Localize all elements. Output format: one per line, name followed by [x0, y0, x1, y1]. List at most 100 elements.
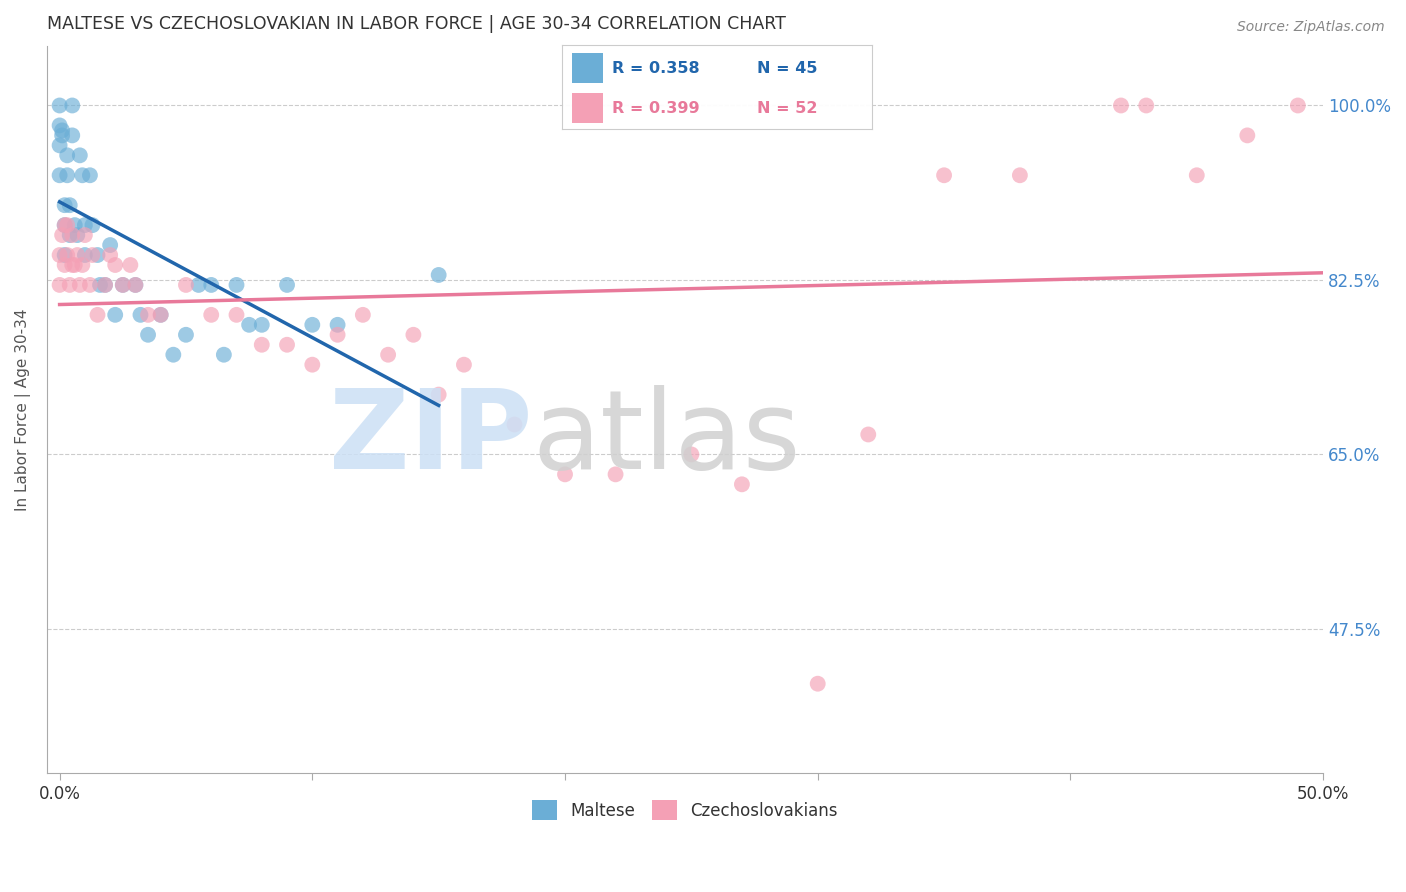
Point: [111, 277, 134, 292]
Point: [89, 277, 111, 292]
Point: [276, 337, 298, 351]
Point: [60, 128, 83, 143]
Point: [238, 318, 260, 332]
Point: [53, 198, 76, 212]
Point: [48, 119, 70, 133]
Point: [79, 277, 101, 292]
Point: [681, 447, 703, 461]
Point: [250, 337, 273, 351]
Point: [104, 258, 127, 272]
Point: [98, 238, 121, 252]
Point: [86, 248, 108, 262]
Text: N = 52: N = 52: [758, 101, 818, 116]
Point: [51, 123, 73, 137]
Text: atlas: atlas: [531, 385, 800, 492]
Point: [377, 348, 399, 362]
Point: [53, 218, 76, 232]
Point: [104, 308, 127, 322]
Point: [72, 258, 94, 272]
Point: [60, 228, 83, 243]
Point: [605, 467, 627, 482]
Point: [276, 277, 298, 292]
Text: MALTESE VS CZECHOSLOVAKIAN IN LABOR FORCE | AGE 30-34 CORRELATION CHART: MALTESE VS CZECHOSLOVAKIAN IN LABOR FORC…: [46, 15, 786, 33]
Point: [53, 258, 76, 272]
Point: [72, 168, 94, 182]
Point: [1135, 98, 1157, 112]
Point: [82, 218, 104, 232]
Point: [66, 228, 89, 243]
Point: [136, 308, 159, 322]
Point: [48, 138, 70, 153]
Point: [53, 248, 76, 262]
Point: [250, 318, 273, 332]
Point: [48, 248, 70, 262]
Point: [731, 477, 754, 491]
Y-axis label: In Labor Force | Age 30-34: In Labor Force | Age 30-34: [15, 309, 31, 511]
Point: [187, 277, 209, 292]
Point: [53, 218, 76, 232]
Point: [60, 258, 83, 272]
Point: [301, 318, 323, 332]
Point: [554, 467, 576, 482]
Point: [200, 308, 222, 322]
Point: [162, 348, 184, 362]
Point: [86, 308, 108, 322]
Point: [352, 308, 374, 322]
Point: [124, 277, 146, 292]
Point: [94, 277, 117, 292]
Point: [1236, 128, 1258, 143]
Point: [174, 277, 197, 292]
Point: [66, 248, 89, 262]
Point: [94, 277, 117, 292]
Point: [124, 277, 146, 292]
Point: [1008, 168, 1031, 182]
Point: [48, 98, 70, 112]
Point: [73, 218, 96, 232]
Point: [427, 268, 450, 282]
Bar: [572, 54, 603, 83]
Point: [56, 218, 79, 232]
Point: [69, 148, 91, 162]
Legend: Maltese, Czechoslovakians: Maltese, Czechoslovakians: [526, 793, 845, 827]
Text: N = 45: N = 45: [758, 61, 818, 76]
Point: [858, 427, 880, 442]
Text: Source: ZipAtlas.com: Source: ZipAtlas.com: [1237, 20, 1385, 34]
Point: [60, 98, 83, 112]
Point: [69, 277, 91, 292]
Point: [402, 327, 425, 342]
Point: [51, 228, 73, 243]
Point: [59, 198, 82, 212]
Point: [200, 277, 222, 292]
Point: [1185, 168, 1208, 182]
Point: [48, 277, 70, 292]
Point: [56, 168, 79, 182]
Text: R = 0.358: R = 0.358: [612, 61, 700, 76]
Point: [427, 387, 450, 401]
Point: [56, 248, 79, 262]
Point: [59, 228, 82, 243]
Point: [225, 277, 247, 292]
Point: [212, 348, 235, 362]
Point: [48, 168, 70, 182]
Point: [82, 248, 104, 262]
Point: [149, 308, 172, 322]
Point: [136, 327, 159, 342]
Point: [73, 248, 96, 262]
Point: [63, 258, 86, 272]
Point: [326, 327, 349, 342]
Point: [79, 168, 101, 182]
Text: R = 0.399: R = 0.399: [612, 101, 700, 116]
Point: [73, 228, 96, 243]
Point: [98, 248, 121, 262]
Text: ZIP: ZIP: [329, 385, 531, 492]
Point: [63, 218, 86, 232]
Point: [174, 327, 197, 342]
Point: [111, 277, 134, 292]
Point: [149, 308, 172, 322]
Bar: [572, 93, 603, 122]
Point: [56, 148, 79, 162]
Point: [1109, 98, 1132, 112]
Point: [301, 358, 323, 372]
Point: [129, 308, 152, 322]
Point: [326, 318, 349, 332]
